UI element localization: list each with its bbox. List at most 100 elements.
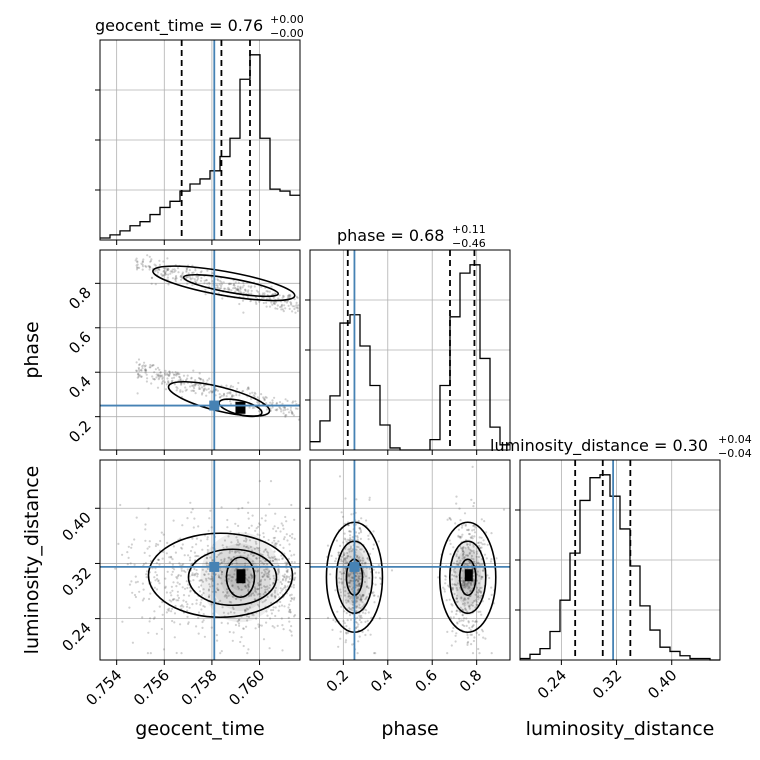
scatter-point [291, 412, 294, 415]
scatter-point [456, 550, 459, 553]
scatter-point [289, 294, 292, 297]
scatter-point [253, 594, 256, 597]
scatter-point [193, 573, 197, 576]
scatter-point [187, 622, 190, 626]
scatter-point [215, 388, 218, 391]
scatter-point [257, 605, 261, 608]
scatter-point [468, 551, 471, 554]
scatter-point [485, 531, 488, 534]
scatter-point [484, 637, 487, 640]
scatter-point [232, 556, 235, 559]
scatter-point [339, 637, 342, 640]
scatter-point [206, 282, 209, 285]
scatter-point [195, 275, 198, 278]
scatter-point [233, 286, 236, 289]
scatter-point [273, 302, 276, 305]
scatter-point [126, 551, 129, 554]
scatter-point [285, 520, 288, 523]
scatter-point [161, 381, 164, 384]
scatter-point [294, 576, 297, 579]
scatter-point [455, 495, 458, 498]
scatter-point [188, 606, 191, 609]
scatter-point [458, 620, 461, 623]
scatter-point [240, 588, 243, 591]
scatter-point [268, 296, 271, 299]
scatter-point [349, 597, 352, 600]
scatter-point [157, 579, 160, 582]
scatter-point [219, 577, 222, 580]
scatter-point [274, 542, 277, 545]
scatter-point [273, 544, 276, 547]
scatter-point [237, 288, 240, 291]
scatter-point [278, 558, 281, 561]
scatter-point [179, 574, 182, 577]
title-geocent-time-plus: +0.00 [270, 13, 304, 26]
scatter-point [290, 634, 293, 637]
scatter-point [348, 608, 351, 611]
scatter-point [119, 503, 122, 507]
scatter-point [179, 275, 182, 278]
scatter-point [234, 281, 237, 284]
scatter-point [470, 643, 473, 646]
scatter-point [141, 263, 144, 266]
scatter-point [453, 583, 456, 586]
scatter-point [241, 286, 244, 289]
scatter-point [140, 369, 143, 372]
scatter-point [359, 572, 362, 575]
scatter-point [476, 586, 479, 589]
scatter-point [257, 410, 261, 413]
scatter-point [263, 573, 266, 576]
scatter-point [282, 546, 285, 550]
scatter-point [173, 598, 176, 601]
scatter-point [272, 301, 275, 304]
scatter-point [477, 596, 480, 599]
scatter-point [264, 591, 267, 594]
scatter-point [350, 550, 353, 553]
scatter-point [163, 269, 166, 273]
scatter-point [136, 376, 139, 379]
scatter-point [350, 607, 353, 611]
scatter-point [237, 587, 240, 590]
scatter-point [238, 618, 241, 621]
scatter-point [177, 599, 180, 602]
scatter-point [459, 537, 462, 540]
scatter-point [117, 542, 120, 546]
scatter-point [252, 576, 255, 579]
scatter-point [121, 553, 124, 556]
scatter-point [237, 622, 241, 625]
scatter-point [237, 381, 240, 385]
scatter-point [464, 607, 467, 610]
scatter-point [467, 529, 470, 532]
scatter-point [185, 388, 188, 391]
scatter-point [158, 263, 161, 266]
scatter-point [277, 526, 280, 530]
scatter-point [141, 260, 144, 263]
scatter-point [191, 389, 195, 392]
scatter-point [237, 544, 240, 547]
scatter-point [345, 561, 348, 564]
scatter-point [187, 275, 190, 278]
scatter-point [244, 537, 247, 540]
scatter-point [229, 530, 232, 533]
scatter-point [142, 597, 145, 600]
scatter-point [226, 518, 229, 522]
scatter-point [203, 389, 206, 392]
scatter-point [457, 563, 460, 566]
scatter-point [239, 287, 242, 291]
scatter-point [356, 535, 359, 538]
scatter-point [202, 619, 205, 622]
scatter-point [250, 594, 253, 597]
scatter-point [258, 292, 261, 296]
scatter-point [468, 626, 471, 630]
scatter-point [349, 555, 352, 558]
scatter-point [239, 286, 242, 290]
scatter-point [205, 279, 208, 282]
scatter-point [177, 596, 180, 600]
scatter-point [277, 571, 280, 574]
scatter-point [455, 583, 458, 587]
scatter-point [226, 588, 229, 591]
scatter-point [269, 480, 273, 483]
scatter-point [449, 517, 452, 520]
scatter-point [236, 285, 240, 288]
scatter-point [344, 497, 347, 500]
